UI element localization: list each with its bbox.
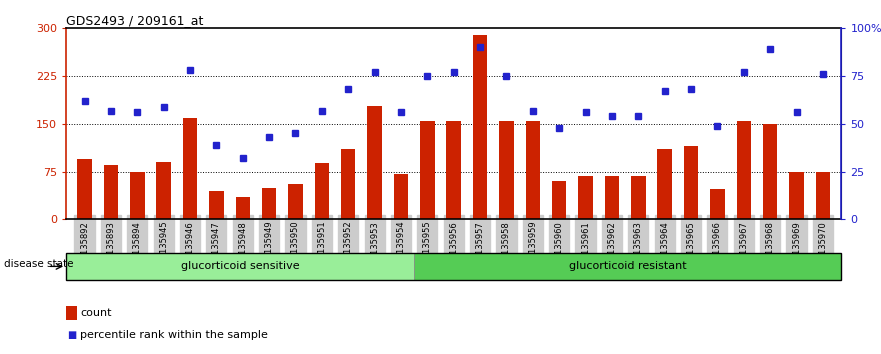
Bar — [789, 172, 803, 219]
Bar — [816, 172, 830, 219]
Bar — [288, 184, 303, 219]
Text: GDS2493 / 209161_at: GDS2493 / 209161_at — [66, 14, 204, 27]
Bar — [104, 165, 118, 219]
Bar — [604, 176, 619, 219]
Bar — [66, 253, 413, 280]
Bar — [710, 189, 725, 219]
Bar — [78, 159, 92, 219]
Bar — [420, 121, 434, 219]
Bar — [157, 162, 171, 219]
Bar — [367, 106, 381, 219]
Bar — [235, 197, 250, 219]
Bar — [447, 121, 461, 219]
Bar — [684, 146, 699, 219]
Bar — [631, 176, 646, 219]
Bar — [341, 149, 356, 219]
Bar — [473, 35, 487, 219]
Bar — [763, 124, 777, 219]
Bar — [578, 176, 593, 219]
Bar — [130, 172, 144, 219]
Bar — [413, 253, 841, 280]
Bar — [737, 121, 751, 219]
Bar — [500, 121, 514, 219]
Text: count: count — [80, 308, 112, 318]
Bar — [552, 181, 566, 219]
Bar — [182, 118, 197, 219]
Bar — [315, 164, 329, 219]
Bar — [657, 149, 672, 219]
Text: disease state: disease state — [4, 259, 74, 269]
Bar — [262, 188, 277, 219]
Bar — [526, 121, 540, 219]
Text: percentile rank within the sample: percentile rank within the sample — [80, 330, 268, 339]
Bar — [209, 191, 224, 219]
Bar — [394, 173, 408, 219]
Text: ■: ■ — [67, 330, 76, 339]
Text: glucorticoid resistant: glucorticoid resistant — [568, 261, 686, 272]
Text: glucorticoid sensitive: glucorticoid sensitive — [181, 261, 300, 272]
